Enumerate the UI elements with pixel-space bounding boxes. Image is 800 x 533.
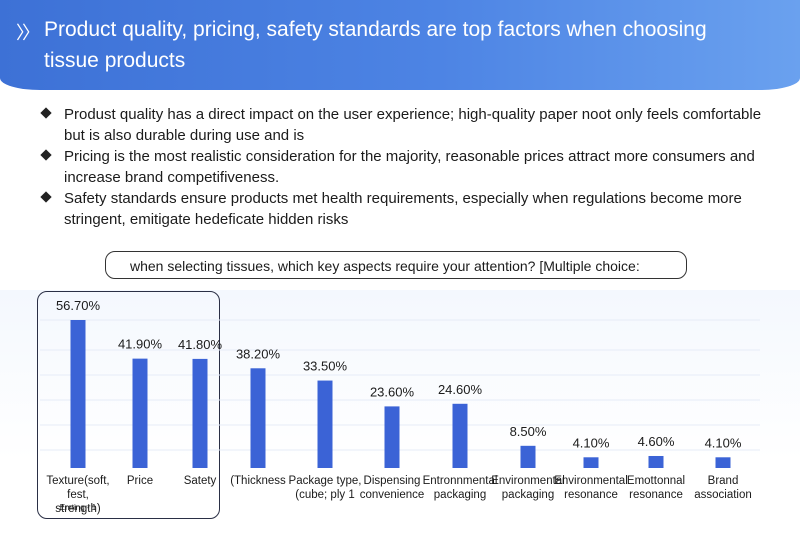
data-label: 33.50% — [303, 359, 348, 374]
category-label: Environmental — [554, 475, 628, 487]
data-label: 24.60% — [438, 382, 483, 397]
data-label: 8.50% — [510, 424, 547, 439]
data-label: 41.90% — [118, 337, 163, 352]
category-label: Price — [127, 475, 153, 487]
category-label: (cube; ply 1 — [295, 489, 354, 501]
bar — [384, 406, 400, 468]
bar — [192, 358, 208, 468]
bullet-item: Produst quality has a direct impact on t… — [40, 104, 775, 146]
bar — [70, 320, 86, 468]
category-label: association — [694, 489, 752, 501]
data-label: 38.20% — [236, 346, 281, 361]
category-label: Dispensing — [364, 475, 421, 487]
category-label: packaging — [434, 489, 486, 501]
annotation-text: Emting - 1 — [60, 503, 97, 512]
data-label: 56.70% — [56, 298, 101, 313]
bar — [583, 457, 599, 468]
bullet-text: Produst quality has a direct impact on t… — [64, 106, 762, 144]
category-label: Package type, — [289, 475, 362, 487]
bar — [250, 368, 266, 468]
top-factors-highlight-box — [37, 291, 220, 519]
bar — [317, 380, 333, 468]
bullet-list: Produst quality has a direct impact on t… — [40, 104, 775, 230]
bullet-item: Pricing is the most realistic considerat… — [40, 146, 775, 188]
category-label: (Thickness — [230, 475, 286, 487]
bar — [715, 457, 731, 468]
double-chevron-right-icon: 〉〉 — [16, 23, 40, 43]
bullet-item: Safety standards ensure products met hea… — [40, 188, 775, 230]
bar — [132, 358, 148, 468]
bar — [452, 403, 468, 468]
page-title: Product quality, pricing, safety standar… — [44, 18, 707, 72]
data-label: 23.60% — [370, 384, 415, 399]
category-label: Emottonnal — [627, 475, 685, 487]
category-label: convenience — [360, 489, 425, 501]
category-label: Brand — [708, 475, 739, 487]
data-label: 41.80% — [178, 337, 223, 352]
data-label: 4.10% — [705, 435, 742, 450]
category-label: resonance — [629, 489, 683, 501]
bullet-text: Pricing is the most realistic considerat… — [64, 148, 755, 186]
category-label: Satety — [184, 475, 217, 487]
category-label: Texture(soft, — [46, 475, 109, 487]
data-label: 4.10% — [573, 435, 610, 450]
category-label: Entronnmental — [423, 475, 498, 487]
category-label: resonance — [564, 489, 618, 501]
category-label: fest, — [67, 489, 89, 501]
category-label: strength) — [55, 503, 101, 515]
survey-question: when selecting tissues, which key aspect… — [105, 251, 687, 279]
bullet-text: Safety standards ensure products met hea… — [64, 190, 742, 228]
data-label: 4.60% — [638, 434, 675, 449]
bar — [648, 455, 664, 468]
header-banner: 〉〉 Product quality, pricing, safety stan… — [0, 0, 800, 90]
category-label: packaging — [502, 489, 554, 501]
bar — [520, 445, 536, 468]
category-label: Environmental — [491, 475, 565, 487]
